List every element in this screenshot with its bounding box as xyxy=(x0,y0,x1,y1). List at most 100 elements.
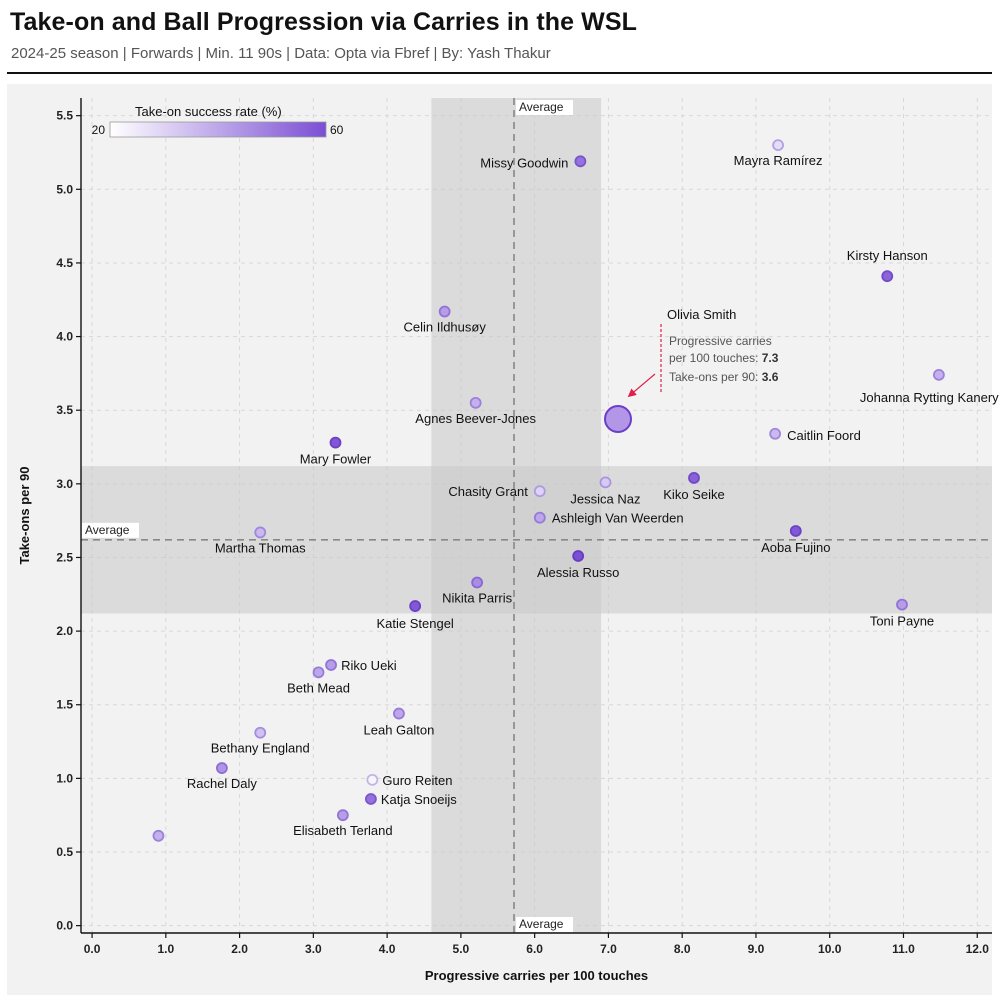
point-label: Agnes Beever-Jones xyxy=(415,411,536,426)
annotation-arrow xyxy=(627,373,656,398)
scatter-point[interactable] xyxy=(469,396,482,409)
point-label: Bethany England xyxy=(211,741,310,756)
point-label: Alessia Russo xyxy=(537,565,619,580)
y-tick-label: 4.0 xyxy=(56,330,73,344)
y-tick-label: 4.5 xyxy=(56,256,73,270)
chart-title: Take-on and Ball Progression via Carries… xyxy=(10,8,638,36)
highlight-name-label: Olivia Smith xyxy=(667,307,736,322)
y-tick-label: 2.0 xyxy=(56,624,73,638)
point-label: Kirsty Hanson xyxy=(847,248,928,263)
legend-title: Take-on success rate (%) xyxy=(135,104,282,119)
x-tick-label: 1.0 xyxy=(157,942,174,956)
scatter-point[interactable] xyxy=(152,829,165,842)
scatter-point[interactable] xyxy=(336,809,349,822)
point-label: Leah Galton xyxy=(364,723,435,738)
legend-max-label: 60 xyxy=(330,123,344,137)
x-axis-title: Progressive carries per 100 touches xyxy=(425,968,648,983)
y-tick-label: 3.5 xyxy=(56,403,73,417)
point-label: Beth Mead xyxy=(287,680,350,695)
y-tick-label: 1.5 xyxy=(56,698,73,712)
scatter-point[interactable] xyxy=(572,550,585,562)
point-label: Caitlin Foord xyxy=(787,428,861,443)
scatter-point[interactable] xyxy=(471,576,484,589)
scatter-point[interactable] xyxy=(254,726,267,739)
scatter-point[interactable] xyxy=(772,139,784,152)
scatter-point[interactable] xyxy=(533,485,546,498)
point-label: Martha Thomas xyxy=(215,540,306,555)
point-label: Katie Stengel xyxy=(376,616,453,631)
point-label: Jessica Naz xyxy=(570,491,640,506)
annotation-line-2: per 100 touches: 7.3 xyxy=(669,351,779,365)
scatter-point[interactable] xyxy=(325,659,337,671)
x-tick-label: 5.0 xyxy=(453,942,470,956)
annotation-line-3: Take-ons per 90: 3.6 xyxy=(669,370,779,384)
scatter-point[interactable] xyxy=(312,666,325,679)
y-tick-label: 0.5 xyxy=(56,845,73,859)
scatter-point[interactable] xyxy=(329,436,342,449)
y-tick-label: 5.5 xyxy=(56,109,73,123)
y-tick-label: 5.0 xyxy=(56,182,73,196)
x-average-label-top: Average xyxy=(516,100,574,115)
y-tick-label: 3.0 xyxy=(56,477,73,491)
point-label: Aoba Fujino xyxy=(761,540,830,555)
scatter-point[interactable] xyxy=(932,368,945,381)
point-label: Johanna Rytting Kaneryd xyxy=(860,390,999,405)
scatter-point[interactable] xyxy=(215,762,228,774)
x-tick-label: 0.0 xyxy=(84,942,101,956)
chart-subtitle: 2024-25 season | Forwards | Min. 11 90s … xyxy=(11,45,551,62)
x-tick-label: 11.0 xyxy=(892,942,915,956)
point-label: Kiko Seike xyxy=(663,487,724,502)
scatter-point[interactable] xyxy=(409,600,422,612)
x-tick-label: 9.0 xyxy=(748,942,765,956)
y-tick-label: 2.5 xyxy=(56,550,73,564)
x-tick-label: 7.0 xyxy=(600,942,617,956)
x-average-label-bottom: Average xyxy=(516,917,574,932)
y-tick-label: 1.0 xyxy=(56,771,73,785)
scatter-point[interactable] xyxy=(438,305,451,318)
point-label: Chasity Grant xyxy=(448,484,528,499)
point-label: Mary Fowler xyxy=(300,452,372,467)
annotation-value-carries: 7.3 xyxy=(762,351,779,365)
x-tick-label: 3.0 xyxy=(305,942,322,956)
annotation-value-takeons: 3.6 xyxy=(762,370,779,384)
legend-color-bar xyxy=(109,121,327,138)
svg-text:Average: Average xyxy=(519,917,564,931)
point-label: Nikita Parris xyxy=(442,591,513,606)
header-divider xyxy=(7,72,992,74)
point-label: Riko Ueki xyxy=(341,658,397,673)
scatter-point[interactable] xyxy=(574,155,587,168)
svg-text:Average: Average xyxy=(85,523,130,537)
x-tick-label: 12.0 xyxy=(966,942,990,956)
point-label: Ashleigh Van Weerden xyxy=(552,511,684,526)
scatter-point[interactable] xyxy=(688,472,700,484)
y-average-label: Average xyxy=(82,522,139,538)
svg-text:Average: Average xyxy=(519,100,564,114)
scatter-point[interactable] xyxy=(364,793,377,805)
scatter-point[interactable] xyxy=(254,526,267,539)
scatter-point[interactable] xyxy=(896,598,908,611)
y-tick-label: 0.0 xyxy=(56,919,73,933)
point-label: Missy Goodwin xyxy=(480,155,568,170)
scatter-point[interactable] xyxy=(769,427,782,440)
scatter-point[interactable] xyxy=(881,270,894,283)
scatter-point[interactable] xyxy=(366,773,379,786)
point-label: Katja Snoeijs xyxy=(381,792,457,807)
scatter-point[interactable] xyxy=(599,476,612,489)
x-tick-label: 8.0 xyxy=(674,942,691,956)
point-label: Rachel Daly xyxy=(187,776,258,791)
point-label: Mayra Ramírez xyxy=(734,153,823,168)
scatter-point[interactable] xyxy=(533,511,546,524)
scatter-point[interactable] xyxy=(789,525,802,537)
scatter-point[interactable] xyxy=(393,707,405,720)
x-tick-label: 6.0 xyxy=(526,942,543,956)
point-label: Toni Payne xyxy=(870,614,934,629)
highlight-point[interactable] xyxy=(604,405,632,433)
legend-min-label: 20 xyxy=(92,123,106,137)
x-tick-label: 10.0 xyxy=(818,942,842,956)
point-label: Guro Reiten xyxy=(382,773,452,788)
x-tick-label: 4.0 xyxy=(379,942,396,956)
point-label: Celin Ildhusøy xyxy=(403,320,486,335)
y-axis-title: Take-ons per 90 xyxy=(17,466,32,564)
x-tick-label: 2.0 xyxy=(231,942,248,956)
point-label: Elisabeth Terland xyxy=(293,823,393,838)
